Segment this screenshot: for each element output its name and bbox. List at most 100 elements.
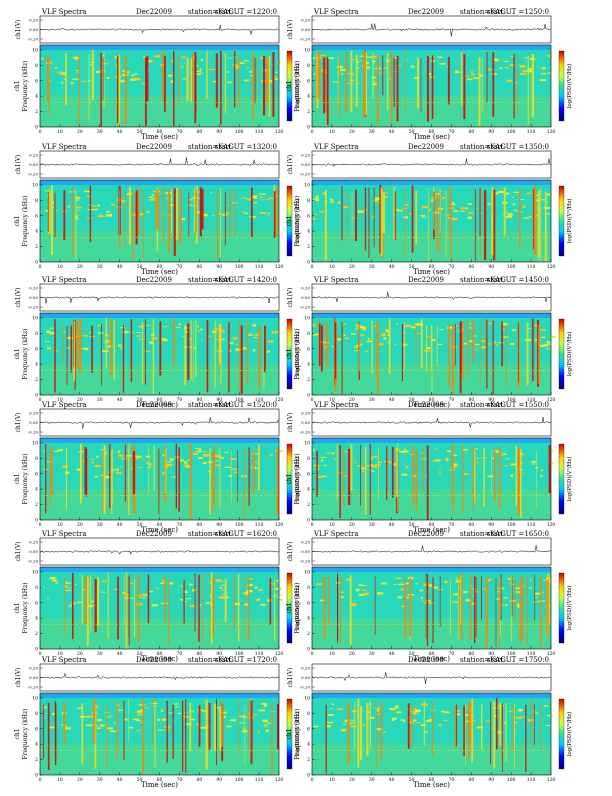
time-xtick: 60: [157, 777, 163, 783]
freq-ytick: 8: [307, 63, 310, 69]
time-xtick: 110: [527, 651, 536, 657]
spectral-speckle: [206, 335, 212, 337]
spectral-speckle: [519, 453, 526, 456]
spectral-speckle: [531, 463, 536, 465]
spectral-speckle: [320, 456, 327, 458]
spectral-speckle: [235, 67, 240, 69]
spectral-speckle: [435, 459, 441, 462]
freq-ytick: 8: [35, 711, 38, 717]
panel-date: Dec22009: [408, 276, 444, 284]
spectral-speckle: [459, 328, 464, 331]
spectral-speckle: [515, 716, 522, 719]
sferic-streak: [100, 52, 102, 127]
sferic-streak: [143, 188, 144, 260]
sferic-streak: [463, 705, 465, 756]
spectral-speckle: [115, 206, 120, 208]
freq-ytick: 8: [35, 331, 38, 337]
spectral-speckle: [487, 203, 491, 205]
spectral-speckle: [114, 56, 118, 59]
sferic-streak: [499, 580, 501, 648]
spectral-speckle: [245, 593, 249, 596]
spectral-speckle: [426, 336, 431, 338]
spectral-speckle: [241, 197, 248, 199]
spectral-speckle: [509, 600, 516, 602]
spectral-speckle: [89, 64, 93, 66]
timeseries-waveform: [311, 672, 552, 684]
spectral-speckle: [396, 208, 399, 211]
sferic-streak: [165, 448, 167, 494]
spectral-speckle: [401, 605, 404, 608]
spectral-speckle: [180, 598, 183, 601]
spectral-speckle: [481, 346, 487, 349]
sferic-streak: [537, 191, 540, 260]
panel-title: VLF Spectra: [41, 276, 86, 284]
sferic-streak: [273, 191, 276, 238]
spectral-speckle: [438, 343, 443, 345]
freq-ytick: 4: [35, 616, 38, 622]
time-xtick: 90: [488, 522, 494, 528]
spectral-speckle: [372, 83, 378, 86]
spectral-speckle: [323, 342, 330, 344]
spectral-speckle: [130, 78, 137, 81]
time-xtick: 80: [468, 651, 474, 657]
sferic-streak: [391, 447, 394, 498]
spectral-speckle: [136, 332, 142, 333]
time-xtick: 90: [488, 264, 494, 270]
spectral-speckle: [94, 475, 98, 478]
sferic-streak: [355, 189, 357, 241]
sferic-streak: [316, 53, 319, 108]
time-xtick: 70: [177, 129, 183, 135]
spectral-speckle: [332, 81, 339, 83]
spectral-speckle: [196, 197, 202, 199]
sferic-streak: [248, 701, 250, 749]
spectral-speckle: [450, 203, 456, 206]
spectral-speckle: [330, 201, 334, 203]
sferic-streak: [536, 451, 537, 510]
spectral-speckle: [146, 461, 150, 464]
spectral-speckle: [468, 340, 475, 343]
spectrogram: [312, 438, 555, 520]
sferic-streak: [173, 318, 175, 367]
spectral-speckle: [541, 469, 543, 472]
sferic-streak: [256, 57, 257, 100]
panel-start-ut: start UT =1620:0: [215, 530, 277, 538]
timeseries-ytick: -0.20: [28, 430, 39, 435]
sferic-streak: [360, 444, 361, 506]
sferic-streak: [493, 701, 496, 769]
sferic-streak: [251, 187, 253, 238]
spectral-speckle: [64, 727, 71, 730]
spectral-speckle: [142, 707, 149, 709]
freq-ytick: 4: [307, 229, 310, 235]
spectral-speckle: [337, 201, 341, 204]
sferic-streak: [247, 321, 249, 385]
time-xtick: 110: [527, 522, 536, 528]
spectrogram-cutoff: [312, 45, 551, 50]
spectral-speckle: [500, 455, 504, 457]
spectral-speckle: [313, 333, 319, 336]
spectral-speckle: [420, 600, 425, 602]
sferic-streak: [518, 322, 519, 383]
spectral-speckle: [118, 709, 124, 711]
sferic-streak: [323, 320, 325, 363]
spectral-speckle: [350, 725, 357, 728]
spectral-speckle: [468, 323, 471, 325]
spectral-speckle: [243, 592, 246, 595]
spectral-speckle: [410, 454, 415, 455]
spectral-speckle: [395, 577, 402, 579]
spectral-speckle: [537, 65, 540, 67]
sferic-streak: [146, 55, 149, 102]
timeseries-ylabel: ch1(V): [287, 412, 294, 432]
spectral-speckle: [200, 58, 204, 61]
sferic-streak: [124, 444, 126, 502]
spectral-speckle: [420, 215, 426, 217]
spectral-speckle: [261, 703, 267, 704]
spectral-speckle: [336, 708, 343, 710]
freq-ylabel-channel: ch1: [286, 728, 293, 739]
sferic-streak: [415, 324, 417, 365]
spectral-speckle: [419, 589, 424, 592]
spectral-speckle: [354, 350, 359, 352]
spectral-speckle: [474, 343, 480, 346]
sferic-streak: [452, 325, 454, 393]
sferic-streak: [217, 325, 219, 371]
sferic-streak: [470, 698, 472, 752]
